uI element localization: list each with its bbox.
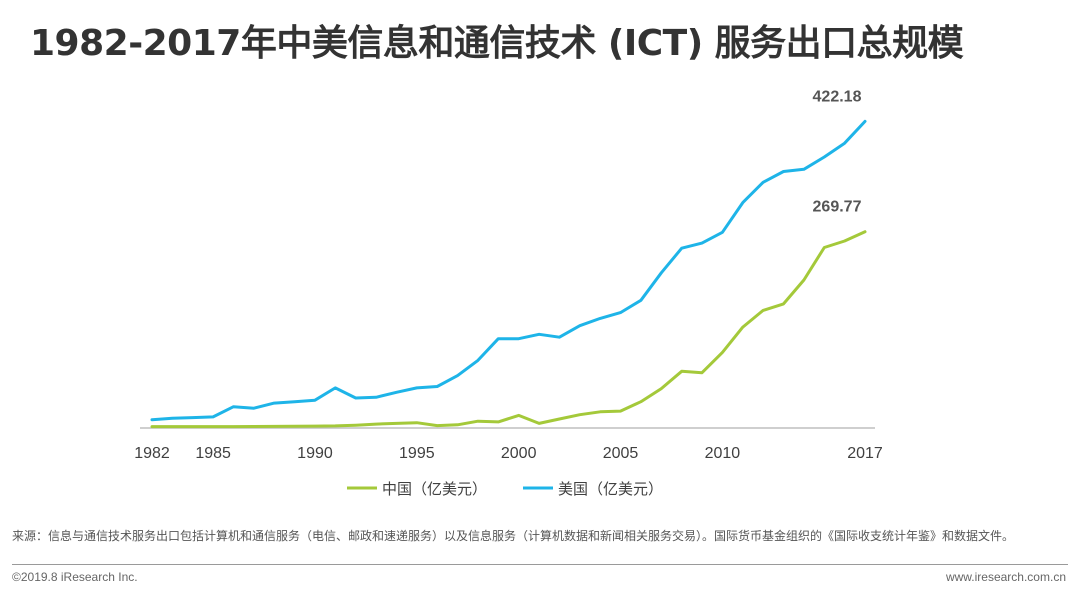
footer-divider [12,564,1068,565]
legend-label-china: 中国（亿美元） [382,480,487,498]
copyright: ©2019.8 iResearch Inc. [12,570,138,584]
x-tick-label: 2010 [705,445,741,462]
legend-label-usa: 美国（亿美元） [558,480,663,498]
x-tick-labels: 1982 1985 1990 1995 2000 2005 2010 2017 [134,445,883,462]
website-link[interactable]: www.iresearch.com.cn [945,570,1066,584]
series-line-china [150,230,867,429]
x-tick-label: 2017 [847,445,883,462]
end-label-china: 269.77 [813,199,862,216]
x-tick-label: 1982 [134,445,170,462]
series-layer [150,119,867,429]
x-tick-label: 2005 [603,445,639,462]
source-note: 来源：信息与通信技术服务出口包括计算机和通信服务（电信、邮政和速递服务）以及信息… [12,529,1015,543]
series-line-usa [150,119,867,422]
line-chart: 1982 1985 1990 1995 2000 2005 2010 2017 269.77 4… [134,88,883,498]
x-tick-label: 1985 [195,445,231,462]
x-tick-label: 1995 [399,445,435,462]
legend: 中国（亿美元） 美国（亿美元） [347,480,663,498]
end-label-usa: 422.18 [813,88,862,105]
page-title: 1982-2017年中美信息和通信技术 (ICT) 服务出口总规模 [30,23,964,64]
x-tick-label: 1990 [297,445,333,462]
x-tick-label: 2000 [501,445,537,462]
end-labels: 269.77 422.18 [813,88,862,215]
